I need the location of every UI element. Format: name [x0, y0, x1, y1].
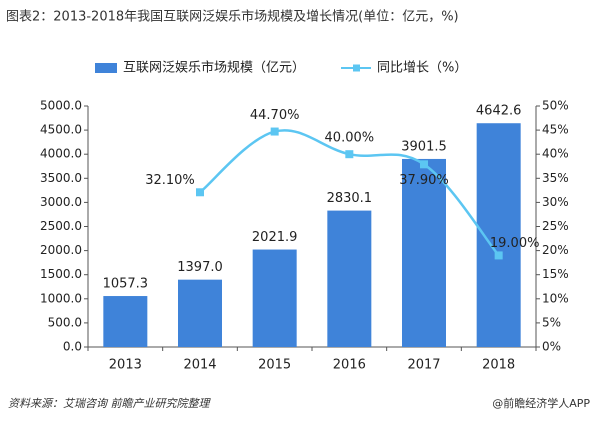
y2-tick-label: 15% [542, 267, 569, 281]
bar-value-label: 4642.6 [476, 104, 522, 119]
line-value-label: 44.70% [250, 108, 300, 123]
bar-value-label: 2021.9 [252, 230, 298, 245]
y2-tick-label: 45% [542, 123, 569, 137]
x-tick-label: 2015 [258, 358, 291, 373]
bar-value-label: 1397.0 [177, 260, 223, 275]
legend-swatch [95, 63, 117, 73]
y-tick-label: 0.0 [63, 340, 82, 354]
y2-tick-label: 40% [542, 147, 569, 161]
y2-tick-label: 30% [542, 195, 569, 209]
line-value-label: 32.10% [145, 173, 195, 188]
source: 资料来源：艾瑞咨询 前瞻产业研究院整理 [8, 397, 211, 410]
y-tick-label: 1000.0 [40, 291, 82, 305]
y2-tick-label: 35% [542, 171, 569, 185]
y-tick-label: 3000.0 [40, 195, 82, 209]
line-marker [196, 188, 204, 197]
bar-value-label: 3901.5 [401, 139, 447, 154]
x-tick-label: 2016 [333, 358, 366, 373]
y-tick-label: 5000.0 [40, 99, 82, 113]
line-value-label: 37.90% [399, 173, 449, 188]
line-value-label: 40.00% [325, 131, 375, 146]
bar-value-label: 2830.1 [327, 191, 373, 206]
y-tick-label: 500.0 [48, 315, 82, 329]
bar [103, 296, 148, 347]
bar [402, 158, 446, 347]
y2-tick-label: 50% [542, 99, 569, 113]
bar [327, 210, 372, 347]
legend-label: 互联网泛娱乐市场规模（亿元） [123, 60, 305, 76]
y-tick-label: 3500.0 [40, 171, 82, 185]
chart-title: 图表2：2013-2018年我国互联网泛娱乐市场规模及增长情况(单位：亿元，%) [6, 9, 459, 25]
line-marker [345, 150, 354, 159]
legend-label: 同比增长（%） [377, 61, 467, 76]
legend-marker [353, 64, 360, 72]
x-tick-label: 2017 [407, 358, 440, 373]
y-tick-label: 2000.0 [40, 243, 82, 257]
y-tick-label: 4000.0 [40, 147, 82, 161]
y2-tick-label: 10% [542, 291, 569, 305]
bar [252, 249, 297, 347]
y-tick-label: 4500.0 [40, 123, 82, 137]
bar [178, 279, 222, 347]
x-tick-label: 2013 [109, 358, 142, 373]
y2-tick-label: 25% [542, 219, 569, 233]
y-tick-label: 2500.0 [40, 219, 82, 233]
y2-tick-label: 20% [542, 243, 569, 257]
y2-tick-label: 0% [542, 340, 561, 354]
x-tick-label: 2014 [183, 358, 216, 373]
y-tick-label: 1500.0 [40, 267, 82, 281]
footer: @前瞻经济学人APP [492, 396, 590, 410]
line-marker [420, 160, 428, 169]
x-tick-label: 2018 [482, 358, 515, 373]
bar-value-label: 1057.3 [103, 277, 149, 292]
y2-tick-label: 5% [542, 315, 561, 329]
line-value-label: 19.00% [490, 236, 540, 251]
line-marker [494, 251, 503, 260]
line-marker [270, 127, 279, 136]
